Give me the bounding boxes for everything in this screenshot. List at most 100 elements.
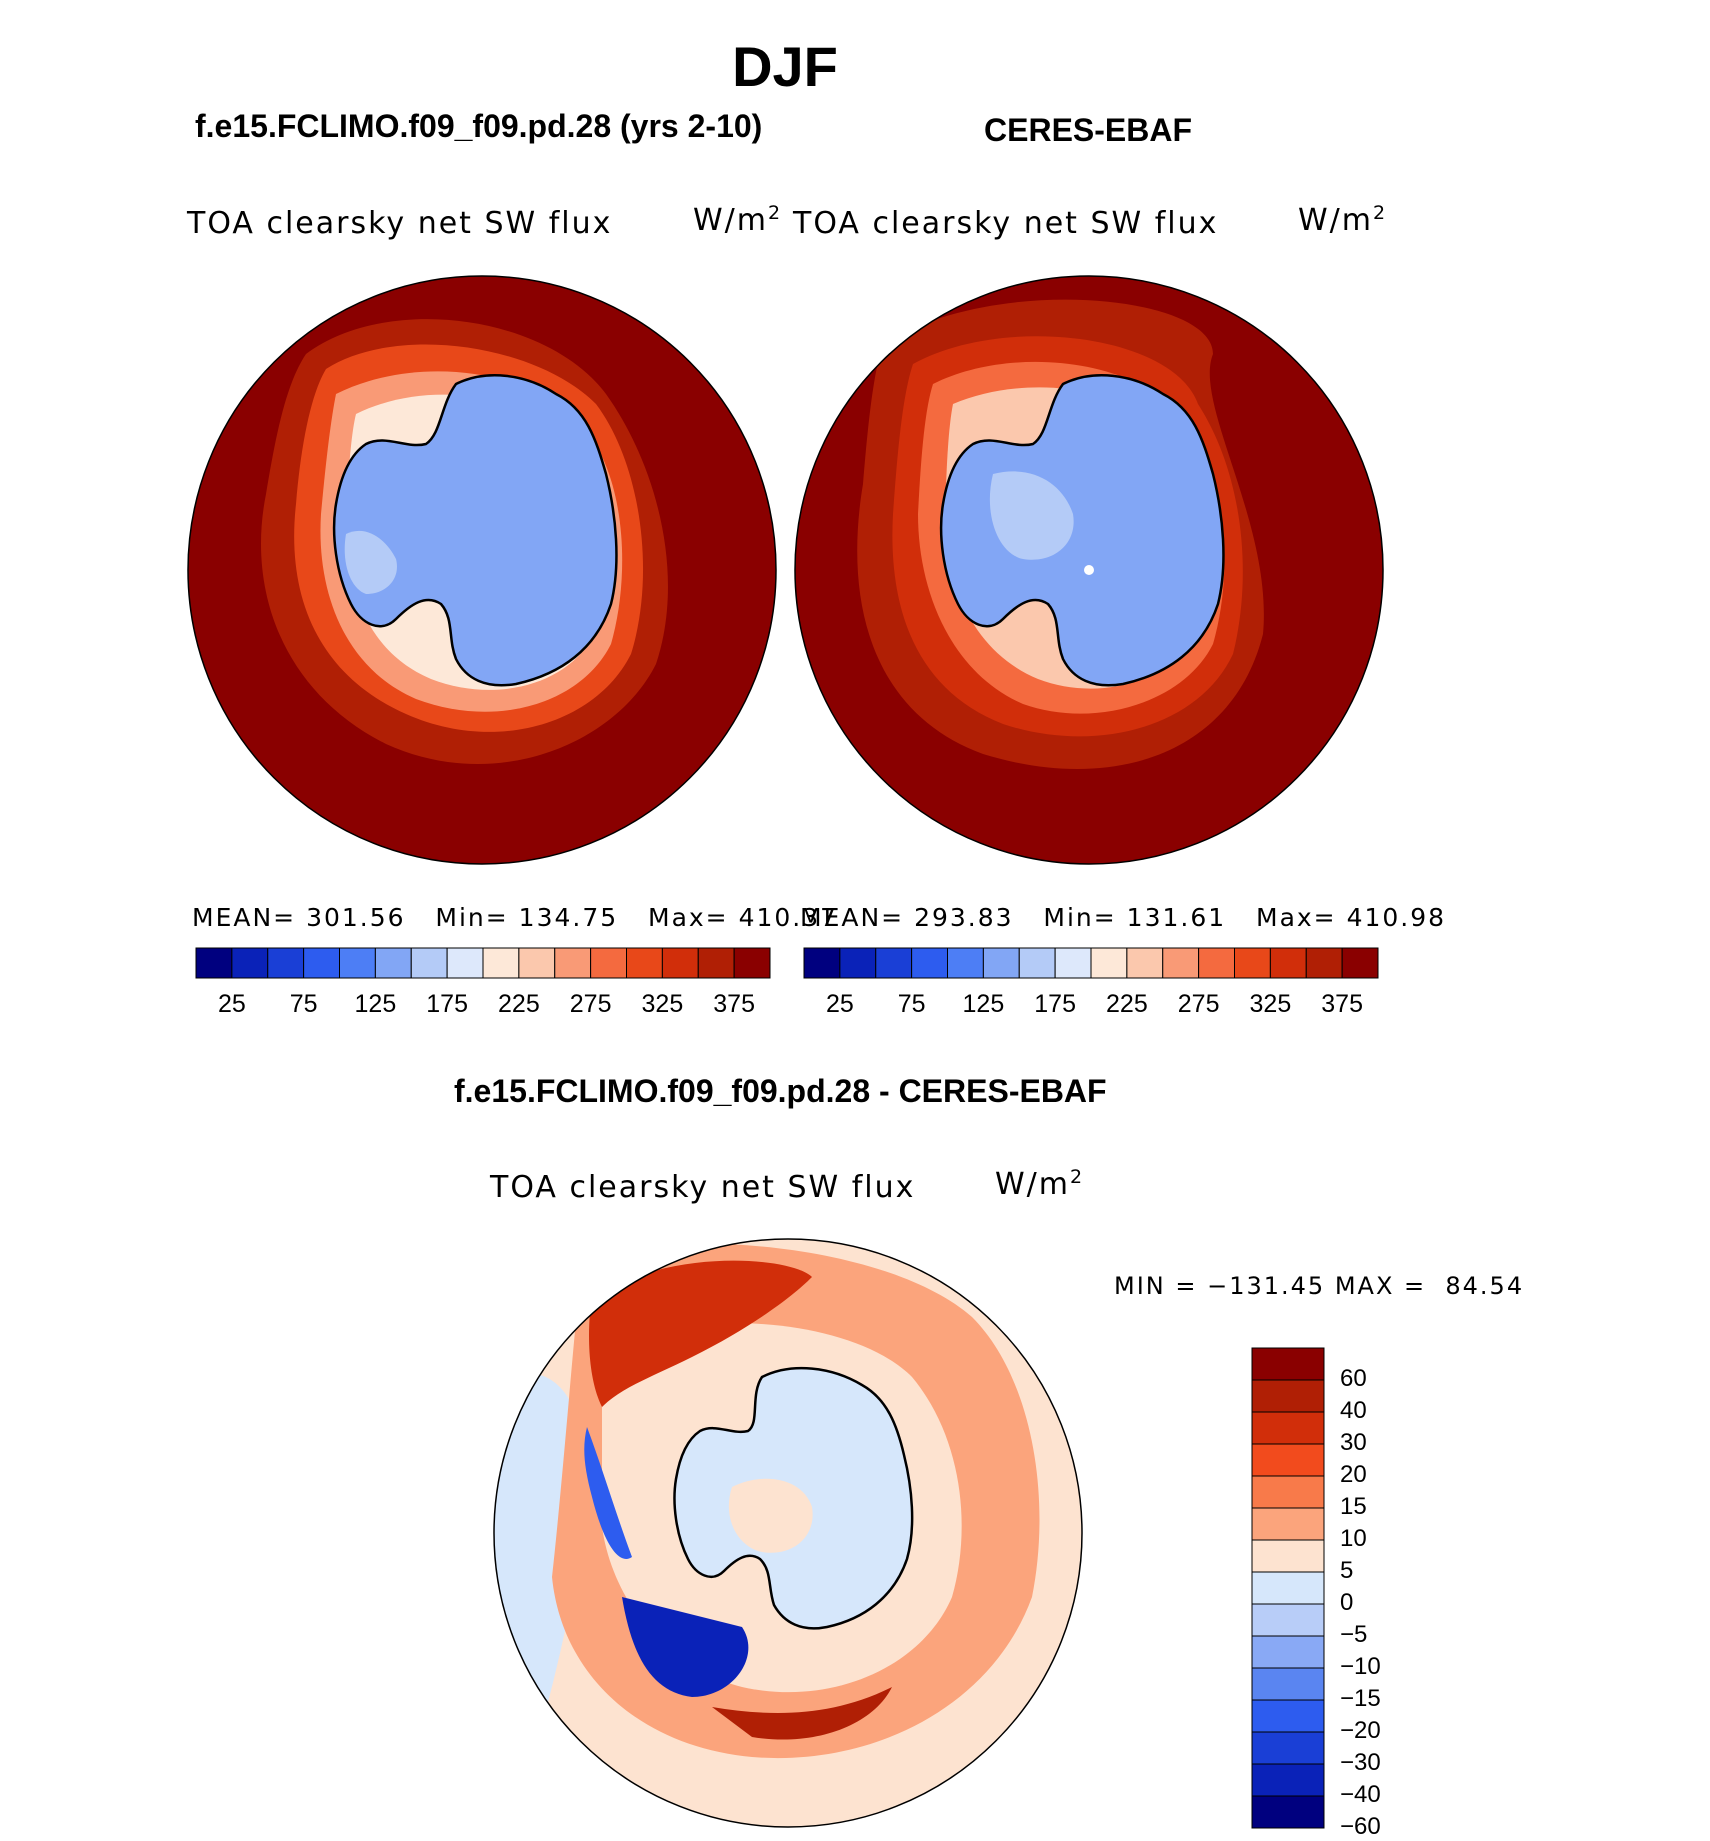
colorbar-swatch (410, 947, 448, 979)
colorbar-label: 0 (1340, 1589, 1354, 1616)
diff-case-title: f.e15.FCLIMO.f09_f09.pd.28 - CERES-EBAF (454, 1073, 1107, 1109)
colorbar-tick: 175 (1034, 990, 1076, 1018)
model-map (187, 275, 777, 865)
colorbar-swatch (1251, 1731, 1325, 1765)
colorbar-swatch (1251, 1603, 1325, 1637)
colorbar-swatch (911, 947, 948, 979)
colorbar-swatch (1251, 1699, 1325, 1733)
colorbar-label: 10 (1340, 1525, 1367, 1552)
colorbar-label: −40 (1340, 1781, 1381, 1808)
model-colorbar (195, 947, 771, 979)
colorbar-swatch (339, 947, 376, 979)
colorbar-swatch (661, 947, 699, 979)
colorbar-label: 30 (1340, 1429, 1367, 1456)
model-units: W/m2 (693, 202, 783, 238)
diff-var-label: TOA clearsky net SW flux (490, 1170, 916, 1205)
colorbar-label: −30 (1340, 1749, 1381, 1776)
colorbar-swatch (1251, 1635, 1325, 1669)
colorbar-swatch (1234, 947, 1271, 979)
colorbar-label: −60 (1340, 1813, 1381, 1840)
colorbar-tick: 25 (217, 990, 246, 1018)
obs-colorbar-ticks: 25 75 125 175 225 275 325 375 (804, 990, 1378, 1022)
colorbar-swatch (590, 947, 627, 979)
colorbar-tick: 125 (354, 990, 397, 1018)
colorbar-tick: 175 (426, 990, 468, 1018)
model-stats: MEAN= 301.56 Min= 134.75 Max= 410.37 (192, 903, 839, 932)
colorbar-label: 5 (1340, 1557, 1354, 1584)
model-var-label: TOA clearsky net SW flux (187, 206, 613, 241)
colorbar-tick: 225 (1106, 990, 1148, 1018)
obs-map (794, 275, 1384, 865)
colorbar-tick: 125 (962, 990, 1005, 1018)
colorbar-label: −5 (1340, 1621, 1368, 1648)
colorbar-swatch (1269, 947, 1307, 979)
colorbar-swatch (1251, 1379, 1325, 1413)
antarctica-ice (332, 374, 618, 687)
colorbar-tick: 325 (641, 990, 684, 1018)
colorbar-label: 20 (1340, 1461, 1367, 1488)
obs-case-title: CERES-EBAF (984, 112, 1193, 148)
colorbar-swatch (303, 947, 340, 979)
colorbar-swatch (626, 947, 663, 979)
colorbar-tick: 375 (1321, 990, 1363, 1018)
obs-colorbar (803, 947, 1379, 979)
colorbar-tick: 325 (1249, 990, 1292, 1018)
diff-map (493, 1238, 1083, 1828)
colorbar-label: 40 (1340, 1397, 1367, 1424)
model-case-title: f.e15.FCLIMO.f09_f09.pd.28 (yrs 2-10) (195, 108, 763, 144)
colorbar-swatch (1251, 1795, 1325, 1829)
colorbar-label: −15 (1340, 1685, 1381, 1712)
colorbar-swatch (374, 947, 412, 979)
colorbar-swatch (875, 947, 913, 979)
ice-shade (344, 530, 397, 594)
colorbar-swatch (1341, 947, 1379, 979)
colorbar-swatch (1090, 947, 1128, 979)
colorbar-swatch (1251, 1347, 1325, 1381)
colorbar-swatch (1251, 1667, 1325, 1701)
colorbar-swatch (1251, 1411, 1325, 1445)
colorbar-tick: 375 (713, 990, 755, 1018)
colorbar-swatch (1305, 947, 1343, 979)
colorbar-swatch (267, 947, 305, 979)
colorbar-swatch (518, 947, 556, 979)
colorbar-swatch (1251, 1571, 1325, 1605)
colorbar-label: −20 (1340, 1717, 1381, 1744)
colorbar-swatch (554, 947, 592, 979)
colorbar-swatch (1251, 1443, 1325, 1477)
obs-stats: MEAN= 293.83 Min= 131.61 Max= 410.98 (800, 903, 1447, 932)
colorbar-tick: 275 (569, 990, 612, 1018)
colorbar-tick: 75 (289, 990, 318, 1018)
colorbar-swatch (733, 947, 771, 979)
colorbar-swatch (1251, 1763, 1325, 1797)
colorbar-swatch (482, 947, 520, 979)
obs-units: W/m2 (1298, 202, 1388, 238)
colorbar-tick: 225 (498, 990, 540, 1018)
colorbar-swatch (839, 947, 877, 979)
colorbar-swatch (1251, 1539, 1325, 1573)
colorbar-swatch (1162, 947, 1200, 979)
colorbar-swatch (1018, 947, 1056, 979)
colorbar-label: −10 (1340, 1653, 1381, 1680)
colorbar-swatch (195, 947, 233, 979)
colorbar-swatch (803, 947, 841, 979)
colorbar-swatch (982, 947, 1020, 979)
colorbar-swatch (231, 947, 269, 979)
colorbar-swatch (1251, 1475, 1325, 1509)
main-title: DJF (732, 35, 838, 98)
colorbar-swatch (1054, 947, 1092, 979)
model-colorbar-ticks: 25 75 125 175 225 275 325 375 (196, 990, 770, 1022)
colorbar-swatch (446, 947, 484, 979)
colorbar-swatch (697, 947, 735, 979)
colorbar-label: 15 (1340, 1493, 1367, 1520)
colorbar-swatch (1198, 947, 1235, 979)
diff-units: W/m2 (995, 1166, 1085, 1202)
colorbar-tick: 275 (1177, 990, 1220, 1018)
colorbar-tick: 25 (825, 990, 854, 1018)
colorbar-tick: 75 (897, 990, 926, 1018)
colorbar-swatch (947, 947, 984, 979)
colorbar-label: 60 (1340, 1365, 1367, 1392)
colorbar-swatch (1251, 1507, 1325, 1541)
colorbar-swatch (1126, 947, 1164, 979)
obs-var-label: TOA clearsky net SW flux (793, 206, 1219, 241)
diff-colorbar (1251, 1347, 1325, 1829)
